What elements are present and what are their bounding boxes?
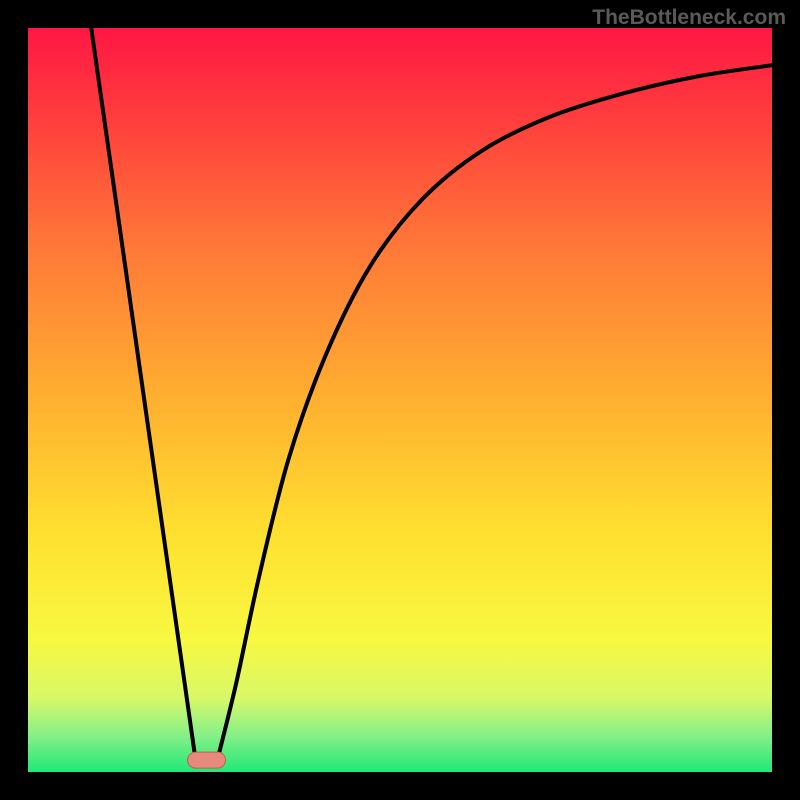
chart-svg: [0, 0, 800, 800]
chart-container: TheBottleneck.com: [0, 0, 800, 800]
minimum-marker: [188, 752, 226, 768]
attribution-text: TheBottleneck.com: [592, 6, 786, 30]
chart-background: [28, 28, 772, 772]
